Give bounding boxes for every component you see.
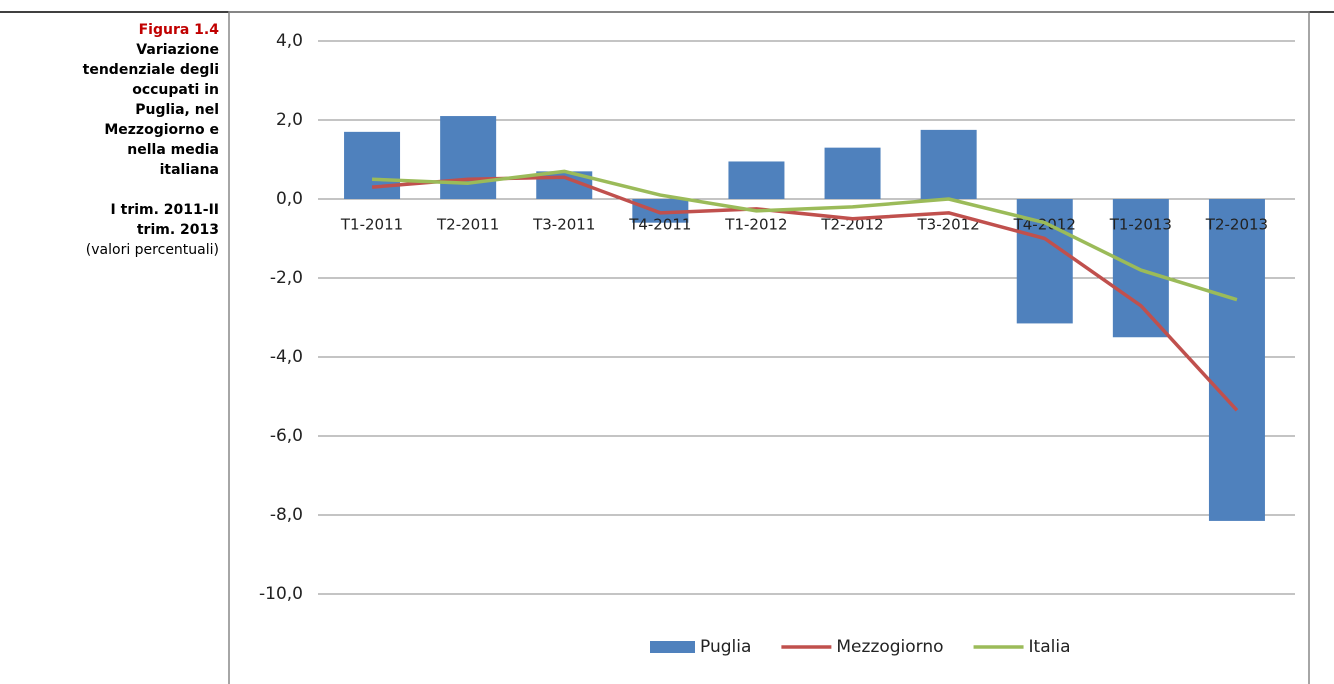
bar <box>920 129 977 199</box>
x-tick-label: T2-2011 <box>436 216 499 234</box>
figure-title: Figura 1.4 <box>138 22 219 38</box>
y-tick-label: -8,0 <box>270 505 303 525</box>
line <box>371 169 1238 302</box>
caption: Figura 1.4 Variazione tendenziale degli … <box>0 20 219 260</box>
x-tick-label: T1-2011 <box>340 216 403 234</box>
bar <box>1208 199 1265 521</box>
bar <box>440 116 497 199</box>
bar <box>632 199 689 223</box>
bar <box>344 131 401 199</box>
y-tick-label: -10,0 <box>259 584 303 604</box>
figure-subtitle: Variazione tendenziale degli occupati in… <box>82 42 219 178</box>
bar <box>728 161 785 199</box>
line <box>371 175 1239 412</box>
legend-label: Mezzogiorno <box>836 637 943 657</box>
figure-note: (valori percentuali) <box>85 242 219 258</box>
x-tick-label: T1-2012 <box>724 216 787 234</box>
y-tick-label: 2,0 <box>276 110 303 130</box>
legend-label: Italia <box>1029 637 1071 657</box>
y-tick-label: 4,0 <box>276 31 303 51</box>
legend-label: Puglia <box>700 637 751 657</box>
figure-period: I trim. 2011-II trim. 2013 <box>110 202 219 238</box>
bar <box>824 147 881 199</box>
y-tick-label: -2,0 <box>270 268 303 288</box>
y-tick-label: 0,0 <box>276 189 303 209</box>
chart-frame <box>228 11 1310 684</box>
x-tick-label: T3-2011 <box>532 216 595 234</box>
x-tick-label: T1-2013 <box>1109 216 1172 234</box>
x-tick-label: T3-2012 <box>917 216 980 234</box>
legend-swatch <box>650 641 695 653</box>
x-tick-label: T4-2011 <box>628 216 691 234</box>
x-tick-label: T2-2013 <box>1205 216 1268 234</box>
x-tick-label: T2-2012 <box>820 216 883 234</box>
y-tick-label: -4,0 <box>270 347 303 367</box>
bar <box>1112 199 1169 338</box>
y-tick-label: -6,0 <box>270 426 303 446</box>
